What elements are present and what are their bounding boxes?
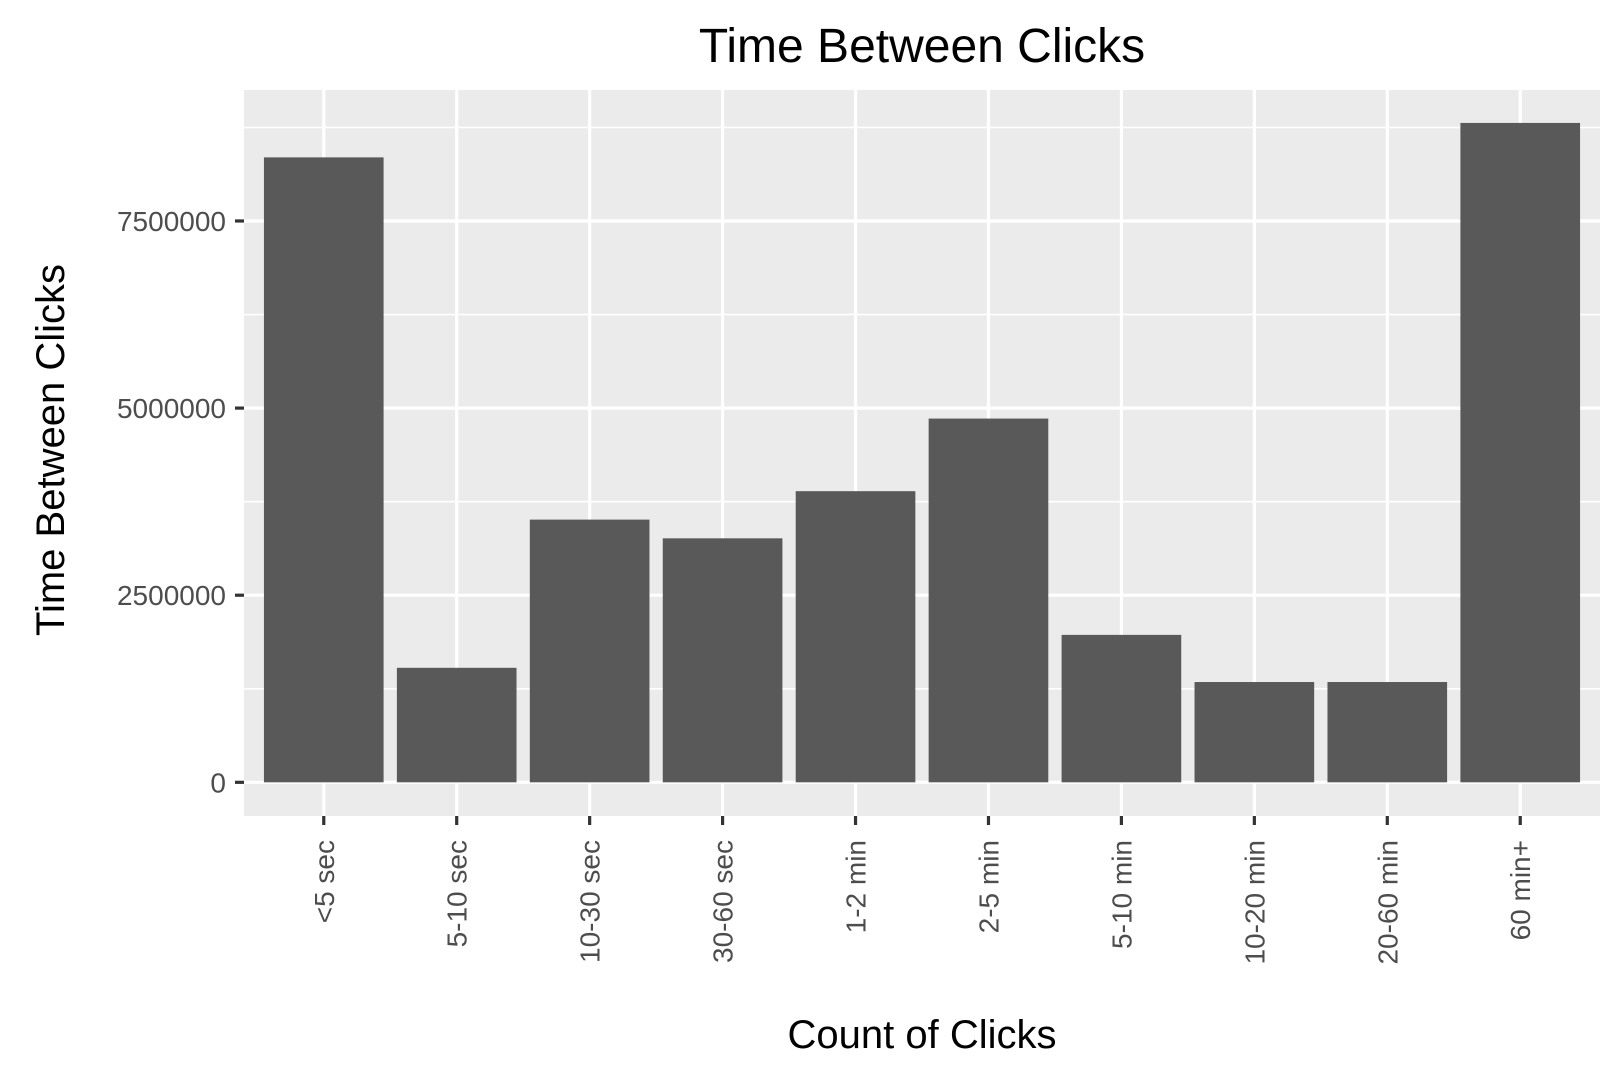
- x-tick-label: 10-20 min: [1239, 840, 1270, 965]
- x-tick-label: 30-60 sec: [708, 840, 739, 963]
- bar: [928, 418, 1049, 783]
- y-tick-label: 2500000: [117, 580, 226, 611]
- x-tick-label: <5 sec: [309, 840, 340, 923]
- bar: [529, 519, 650, 783]
- x-tick-label: 20-60 min: [1372, 840, 1403, 965]
- x-tick-label: 10-30 sec: [575, 840, 606, 963]
- x-axis-title: Count of Clicks: [788, 1013, 1057, 1057]
- bar: [1460, 122, 1581, 783]
- x-tick-label: 2-5 min: [973, 840, 1004, 933]
- x-tick-label: 5-10 sec: [442, 840, 473, 947]
- y-tick-label: 5000000: [117, 393, 226, 424]
- y-tick-label: 7500000: [117, 206, 226, 237]
- tick-labels: 0 2500000 5000000 7500000 <5 sec 5-10 sec 10-3…: [117, 206, 1536, 965]
- bar: [1194, 682, 1315, 783]
- axis-ticks: [235, 219, 1522, 825]
- x-tick-label: 60 min+: [1505, 840, 1536, 940]
- bar: [1327, 682, 1448, 783]
- x-tick-label: 1-2 min: [841, 840, 872, 933]
- bar: [662, 538, 783, 783]
- bar: [795, 491, 916, 783]
- bar: [263, 157, 384, 783]
- bar: [396, 667, 517, 783]
- y-axis-title: Time Between Clicks: [29, 264, 73, 636]
- y-tick-label: 0: [210, 767, 226, 798]
- chart-title: Time Between Clicks: [699, 20, 1145, 73]
- x-tick-label: 5-10 min: [1106, 840, 1137, 949]
- bars: [263, 122, 1581, 783]
- bar: [1061, 634, 1182, 783]
